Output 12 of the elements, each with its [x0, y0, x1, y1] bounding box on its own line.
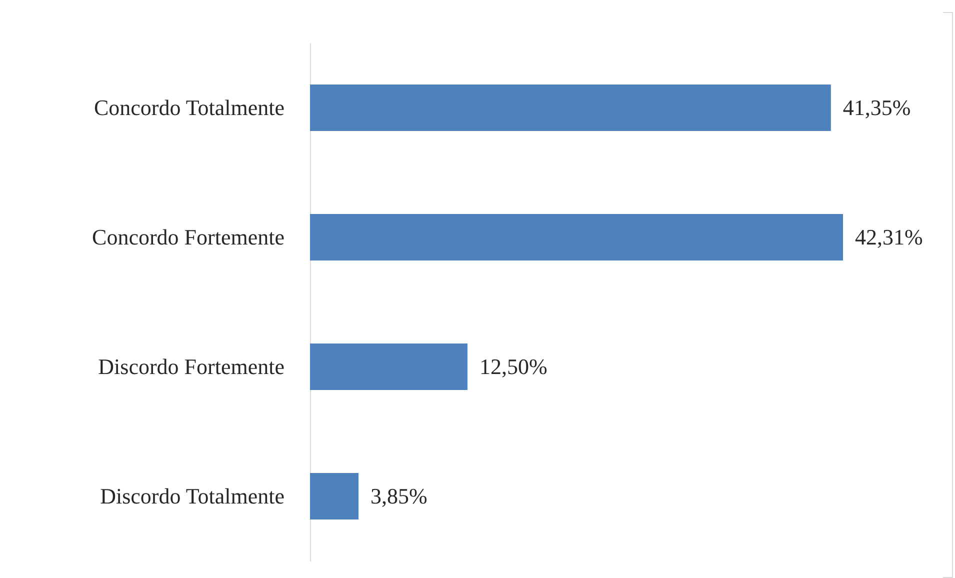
- data-label: 3,85%: [370, 483, 428, 508]
- bar: [310, 343, 468, 390]
- bar: [310, 472, 358, 520]
- y-tick-label: Concordo Totalmente: [94, 94, 284, 120]
- bar: [310, 84, 831, 132]
- y-tick-label: Concordo Fortemente: [92, 224, 284, 250]
- data-label: 42,31%: [855, 224, 923, 250]
- data-label: 41,35%: [842, 94, 911, 120]
- y-tick-label: Discordo Fortemente: [98, 354, 284, 379]
- data-label: 12,50%: [479, 354, 548, 379]
- y-tick-label: Discordo Totalmente: [100, 483, 284, 508]
- bar: [310, 214, 843, 261]
